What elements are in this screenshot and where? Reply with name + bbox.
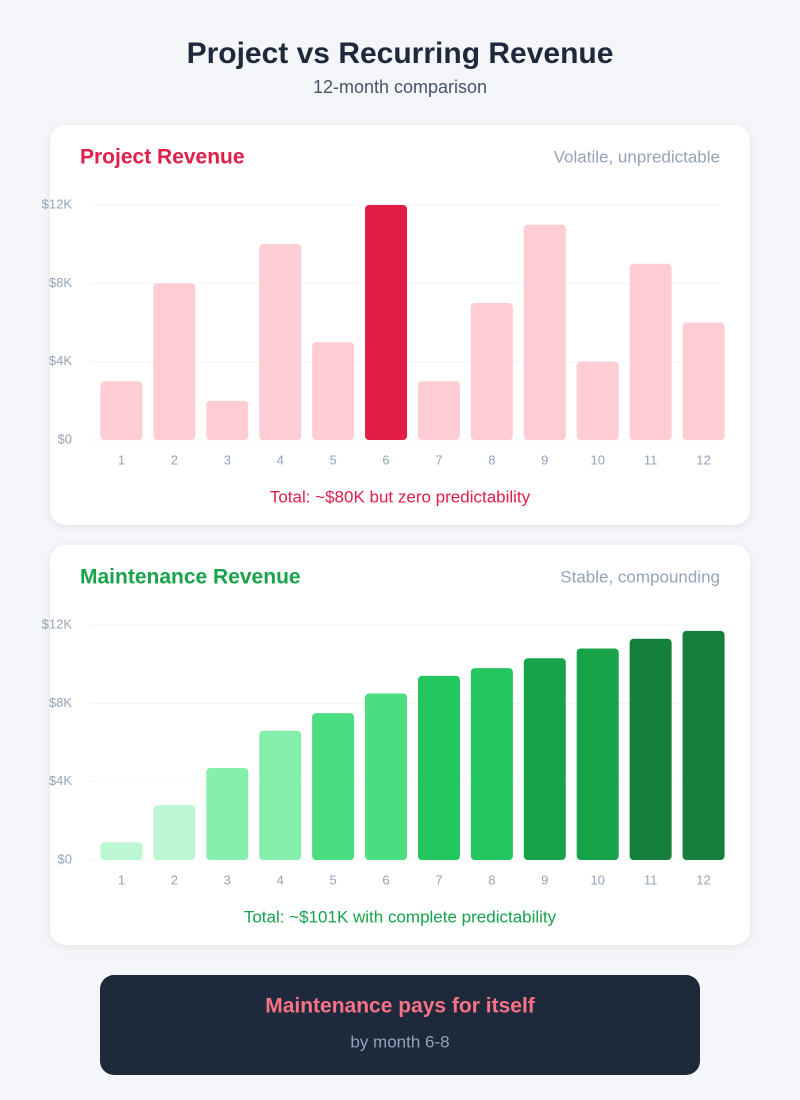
x-tick-label: 3	[224, 452, 231, 467]
chart-title: Project Revenue	[80, 146, 245, 169]
bar	[470, 668, 513, 860]
x-tick-label: 9	[541, 452, 548, 467]
x-tick-label: 7	[435, 452, 442, 467]
bar	[417, 675, 460, 860]
x-tick-label: 7	[435, 872, 442, 887]
x-tick-label: 11	[644, 452, 658, 467]
bar	[206, 400, 249, 440]
y-tick-label: $12K	[42, 196, 73, 211]
x-tick-label: 3	[224, 872, 231, 887]
page-title: Project vs Recurring Revenue	[187, 37, 614, 70]
bar	[629, 263, 672, 440]
chart-title: Maintenance Revenue	[80, 566, 301, 589]
bar	[100, 381, 143, 440]
footer-title: Maintenance pays for itself	[265, 995, 536, 1018]
bar	[312, 713, 355, 860]
bar	[417, 381, 460, 440]
x-tick-label: 1	[118, 872, 125, 887]
bar	[259, 244, 302, 440]
x-tick-label: 6	[382, 872, 389, 887]
bar	[100, 842, 143, 860]
x-tick-label: 2	[171, 872, 178, 887]
x-tick-label: 2	[171, 452, 178, 467]
bar	[682, 322, 725, 440]
page-subtitle: 12-month comparison	[313, 77, 487, 97]
y-tick-label: $0	[58, 851, 72, 866]
chart-annotation: Total: ~$101K with complete predictabili…	[244, 907, 557, 926]
x-tick-label: 1	[118, 452, 125, 467]
footer-box	[100, 975, 700, 1075]
bar	[470, 302, 513, 440]
x-tick-label: 12	[696, 872, 710, 887]
x-tick-label: 6	[382, 452, 389, 467]
x-tick-label: 10	[590, 872, 604, 887]
bar	[153, 283, 196, 440]
bar	[629, 638, 672, 860]
x-tick-label: 11	[644, 872, 658, 887]
bar	[365, 693, 408, 860]
bar	[576, 648, 619, 860]
bar	[206, 767, 249, 860]
x-tick-label: 5	[330, 452, 337, 467]
chart-annotation: Total: ~$80K but zero predictability	[270, 487, 531, 506]
bar	[576, 361, 619, 440]
x-tick-label: 9	[541, 872, 548, 887]
footer-subtitle: by month 6-8	[350, 1032, 449, 1051]
bar	[153, 805, 196, 860]
x-tick-label: 8	[488, 872, 495, 887]
y-tick-label: $4K	[49, 353, 72, 368]
x-tick-label: 12	[696, 452, 710, 467]
y-tick-label: $8K	[49, 275, 72, 290]
bar	[523, 658, 566, 860]
y-tick-label: $0	[58, 431, 72, 446]
x-tick-label: 4	[277, 872, 284, 887]
bar	[312, 342, 355, 440]
bar	[682, 630, 725, 860]
chart-subtitle: Stable, compounding	[560, 567, 720, 586]
x-tick-label: 4	[277, 452, 284, 467]
y-tick-label: $8K	[49, 695, 72, 710]
x-tick-label: 10	[590, 452, 604, 467]
bar	[523, 224, 566, 440]
y-tick-label: $4K	[49, 773, 72, 788]
x-tick-label: 5	[330, 872, 337, 887]
x-tick-label: 8	[488, 452, 495, 467]
bar	[259, 730, 302, 860]
bar	[365, 205, 408, 440]
y-tick-label: $12K	[42, 616, 73, 631]
chart-subtitle: Volatile, unpredictable	[554, 147, 720, 166]
